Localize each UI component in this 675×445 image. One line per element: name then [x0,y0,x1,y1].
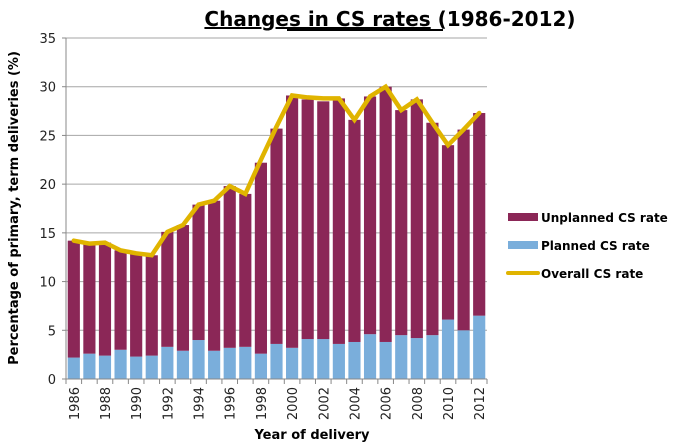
bar-unplanned-cs-rate-1996 [223,186,236,348]
bar-unplanned-cs-rate-1995 [208,200,221,351]
legend-label-unplanned-cs-rate: Unplanned CS rate [541,211,668,225]
bar-unplanned-cs-rate-1990 [130,253,143,357]
bar-planned-cs-rate-1992 [161,346,174,379]
bar-unplanned-cs-rate-1998 [254,162,267,354]
bar-unplanned-cs-rate-2010 [441,145,455,320]
bar-planned-cs-rate-2011 [457,330,470,379]
x-tick-label-2000: 2000 [286,387,301,420]
bar-unplanned-cs-rate-2007 [395,110,408,336]
x-tick-label-1998: 1998 [255,387,270,420]
bar-planned-cs-rate-1997 [239,346,252,379]
bar-planned-cs-rate-1986 [67,357,80,379]
bar-unplanned-cs-rate-2001 [301,99,314,340]
bar-unplanned-cs-rate-1987 [83,243,96,354]
y-tick-label: 20 [39,178,56,193]
x-tick-label-2004: 2004 [348,387,363,420]
bar-unplanned-cs-rate-2004 [348,119,361,342]
x-tick-label-1996: 1996 [224,387,239,420]
bar-planned-cs-rate-2009 [426,335,439,379]
x-tick-label-1986: 1986 [68,387,83,420]
bar-planned-cs-rate-1998 [254,353,267,379]
bar-planned-cs-rate-2002 [317,339,330,379]
bar-unplanned-cs-rate-2003 [332,98,345,344]
legend-label-planned-cs-rate: Planned CS rate [541,239,650,253]
bar-planned-cs-rate-2012 [473,315,486,379]
bar-unplanned-cs-rate-1992 [161,231,174,347]
legend-swatch-planned-cs-rate [508,241,538,249]
y-tick-label: 0 [48,373,56,388]
y-tick-label: 5 [48,324,56,339]
bar-unplanned-cs-rate-2009 [426,122,439,336]
bar-unplanned-cs-rate-1988 [98,242,112,356]
x-axis-label: Year of delivery [253,428,370,443]
bar-planned-cs-rate-1996 [223,347,236,379]
bar-unplanned-cs-rate-2005 [363,96,377,335]
x-tick-label-1992: 1992 [161,387,176,420]
x-axis-ticks: 1986 1988 1990 1992 1994 1996 1998 2000 2002 2004… [65,379,488,420]
x-tick-label-1990: 1990 [130,387,145,420]
bar-planned-cs-rate-1993 [176,350,190,379]
bar-planned-cs-rate-1988 [98,355,112,379]
bar-unplanned-cs-rate-1997 [239,193,252,347]
x-tick-label-2012: 2012 [473,387,488,420]
bar-planned-cs-rate-2010 [441,319,455,379]
bar-planned-cs-rate-2007 [395,335,408,379]
bar-unplanned-cs-rate-2000 [286,95,299,348]
bar-planned-cs-rate-2006 [379,341,392,379]
x-tick-label-1994: 1994 [193,387,208,420]
x-tick-label-1988: 1988 [99,387,114,420]
x-tick-label-2008: 2008 [411,387,426,420]
y-tick-label: 35 [39,32,56,47]
y-axis-label: Percentage of primary, term deliveries (… [7,51,22,365]
bar-planned-cs-rate-1991 [145,355,158,379]
bar-unplanned-cs-rate-2011 [457,129,470,331]
legend-label-overall-cs-rate: Overall CS rate [541,267,643,281]
bar-planned-cs-rate-1989 [114,349,127,379]
bar-planned-cs-rate-1990 [130,356,143,379]
bar-planned-cs-rate-1999 [270,343,283,379]
bar-unplanned-cs-rate-1999 [270,128,283,344]
bar-planned-cs-rate-2000 [286,347,299,379]
bar-unplanned-cs-rate-1994 [192,204,205,341]
chart-title-rest: (1986-2012) [431,7,576,31]
bar-planned-cs-rate-2008 [410,338,423,379]
bar-planned-cs-rate-1994 [192,340,205,379]
chart-title-underlined: Changes in CS rates [204,7,430,31]
bar-unplanned-cs-rate-1991 [145,255,158,356]
bar-planned-cs-rate-1995 [208,350,221,379]
axes [65,38,487,380]
bar-unplanned-cs-rate-1993 [176,225,190,351]
bar-unplanned-cs-rate-1989 [114,250,127,350]
x-tick-label-2002: 2002 [317,387,332,420]
legend-swatch-unplanned-cs-rate [508,213,538,221]
y-tick-label: 10 [39,276,56,291]
bar-unplanned-cs-rate-1986 [67,240,80,358]
legend: Unplanned CS rate Planned CS rate Overall … [506,211,668,281]
bar-unplanned-cs-rate-2012 [473,113,486,316]
y-tick-label: 30 [39,81,56,96]
bar-planned-cs-rate-2004 [348,341,361,379]
y-axis-ticks: 0 5 10 15 20 25 30 35 [39,32,66,388]
bar-unplanned-cs-rate-2002 [317,101,330,340]
bars [67,86,486,379]
bar-planned-cs-rate-1987 [83,353,96,379]
bar-planned-cs-rate-2005 [363,334,377,379]
bar-planned-cs-rate-2001 [301,339,314,379]
x-tick-label-2006: 2006 [380,387,395,420]
y-tick-label: 25 [39,129,56,144]
bar-unplanned-cs-rate-2006 [379,86,392,342]
x-tick-label-2010: 2010 [442,387,457,420]
y-tick-label: 15 [39,227,56,242]
bar-planned-cs-rate-2003 [332,343,345,379]
chart-title: Changes in CS rates (1986-2012) [204,7,575,31]
bar-unplanned-cs-rate-2008 [410,99,423,339]
overall-line-group [71,83,482,258]
